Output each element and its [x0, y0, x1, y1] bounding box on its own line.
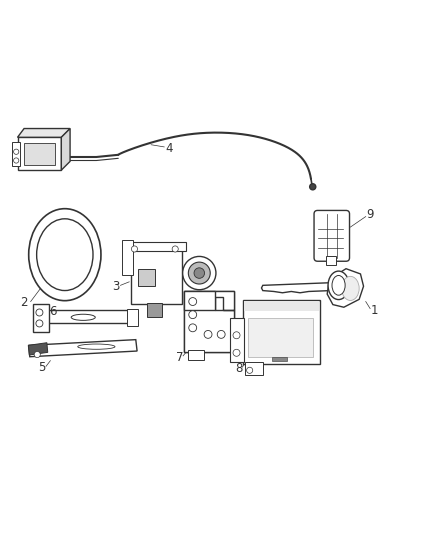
Circle shape [34, 351, 40, 358]
Text: 2: 2 [20, 296, 28, 309]
Polygon shape [184, 290, 234, 352]
Circle shape [204, 330, 212, 338]
Bar [244, 301, 319, 311]
Bar [248, 318, 313, 357]
Bar [272, 357, 287, 361]
Circle shape [189, 297, 197, 305]
Circle shape [189, 311, 197, 319]
Polygon shape [61, 128, 70, 170]
Bar [12, 142, 20, 166]
Circle shape [188, 262, 210, 284]
Bar [131, 249, 182, 304]
Bar [33, 304, 49, 332]
Bar [129, 241, 186, 251]
Text: 1: 1 [371, 304, 378, 317]
Polygon shape [184, 290, 215, 310]
Polygon shape [28, 343, 48, 355]
Circle shape [131, 246, 138, 252]
Circle shape [14, 149, 19, 155]
Bar [127, 309, 138, 326]
Ellipse shape [37, 219, 93, 290]
Bar [326, 256, 336, 265]
Bar [42, 310, 129, 324]
Text: 6: 6 [49, 305, 57, 318]
Bar [122, 240, 133, 275]
Polygon shape [261, 282, 331, 293]
Text: 8: 8 [235, 362, 242, 375]
Circle shape [14, 158, 19, 163]
Bar [184, 290, 234, 352]
Bar [18, 138, 61, 170]
Bar [188, 350, 204, 360]
Circle shape [217, 330, 225, 338]
Ellipse shape [332, 276, 345, 295]
Text: 9: 9 [366, 208, 374, 221]
Bar [138, 269, 155, 286]
Polygon shape [327, 269, 364, 307]
Bar [230, 318, 244, 361]
Ellipse shape [78, 344, 115, 349]
Circle shape [36, 320, 43, 327]
Circle shape [172, 246, 178, 252]
Text: 5: 5 [38, 361, 45, 374]
Bar [24, 143, 55, 165]
Ellipse shape [28, 209, 101, 301]
Circle shape [247, 367, 253, 374]
Circle shape [183, 256, 216, 290]
Circle shape [36, 309, 43, 316]
FancyBboxPatch shape [314, 211, 350, 261]
Text: 7: 7 [176, 351, 184, 364]
Ellipse shape [342, 276, 359, 301]
Text: 3: 3 [113, 280, 120, 293]
Ellipse shape [328, 271, 349, 300]
Circle shape [233, 332, 240, 339]
Ellipse shape [71, 314, 95, 320]
Bar [147, 303, 162, 317]
Bar [243, 300, 320, 364]
Polygon shape [28, 340, 137, 357]
Bar [245, 362, 263, 375]
Circle shape [233, 349, 240, 356]
Circle shape [194, 268, 205, 278]
Circle shape [310, 184, 316, 190]
Text: 4: 4 [165, 142, 173, 155]
Polygon shape [18, 128, 70, 138]
Circle shape [189, 324, 197, 332]
